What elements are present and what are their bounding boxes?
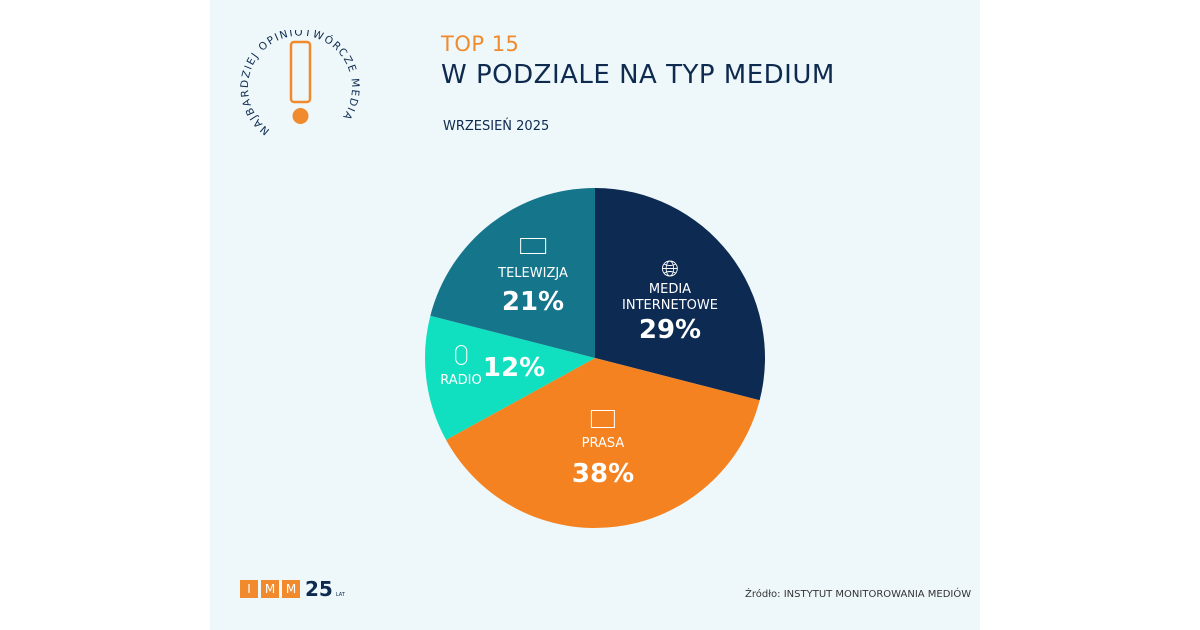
microphone-icon	[454, 345, 467, 365]
exclamation-icon	[289, 40, 312, 104]
pie-slice-radio	[425, 315, 595, 440]
pie-slice-telewizja	[430, 188, 595, 358]
pie-slice-media-internetowe	[595, 188, 765, 401]
tv-icon	[520, 238, 546, 254]
label-media-internetowe: 🌐︎ MEDIA INTERNETOWE 29%	[610, 258, 730, 346]
page-title: W PODZIALE NA TYP MEDIUM	[441, 60, 835, 90]
value-radio: 12%	[482, 353, 546, 383]
imm-logo: I M M 25 LAT	[240, 579, 345, 599]
date-label: WRZESIEŃ 2025	[443, 119, 550, 134]
label-prasa: PRASA 38%	[572, 410, 634, 490]
label-radio: RADIO	[440, 345, 482, 389]
pie-slice-prasa	[446, 358, 760, 528]
title-top: TOP 15	[441, 32, 520, 56]
badge: NAJBARDZIEJ OPINIOTWÓRCZE MEDIA	[239, 30, 360, 137]
source-note: Źródło: INSTYTUT MONITOROWANIA MEDIÓW	[745, 589, 972, 600]
label-telewizja: TELEWIZJA 21%	[498, 238, 568, 318]
exclamation-dot	[292, 108, 309, 124]
newspaper-icon	[590, 410, 615, 428]
globe-icon: 🌐︎	[661, 257, 679, 282]
